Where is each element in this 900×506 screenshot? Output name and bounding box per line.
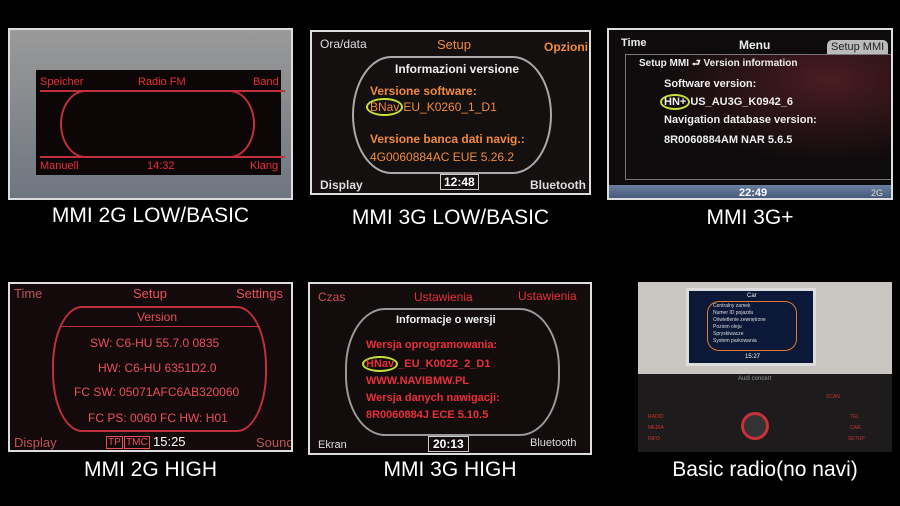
clock: 12:48 (440, 174, 479, 190)
menu-item[interactable]: Spryskiwacze (713, 331, 744, 337)
screen-title: Car (747, 293, 757, 299)
screen-title: Radio FM (138, 76, 186, 88)
media-button[interactable]: MEDIA (648, 425, 664, 431)
screen-title: Setup (437, 37, 471, 52)
panel-mmi-2g-low: Speicher Radio FM Band Manuell 14:32 Kla… (8, 28, 293, 200)
panel-mmi-3g-low: Ora/data Setup Opzioni Informazioni vers… (310, 30, 591, 195)
scan-button[interactable]: SCAN (826, 394, 840, 400)
panel-mmi-3g-plus: Time Menu Setup MMI Setup MMI ⮐ Version … (607, 28, 893, 200)
softkey-time: Time (621, 37, 647, 49)
panel-basic-radio: Car Centralny zamek Numer ID pojazdu Ośw… (638, 282, 892, 452)
control-knob[interactable] (741, 412, 769, 440)
nav-db-version: 8R0060884AM NAR 5.6.5 (664, 134, 793, 146)
softkey-bluetooth: Bluetooth (530, 178, 586, 192)
info-button[interactable]: INFO (648, 436, 660, 442)
menu-frame (707, 301, 797, 351)
setup-button[interactable]: SETUP (848, 436, 865, 442)
softkey-opzioni: Opzioni (544, 40, 588, 54)
screen-title: Setup (133, 286, 167, 301)
content-frame (625, 54, 891, 180)
divider (40, 90, 285, 92)
sw-line: SW: C6-HU 55.7.0 0835 (90, 336, 220, 350)
clock: 20:13 (428, 436, 469, 452)
softkey-display: Display (14, 435, 57, 450)
fc-sw-line: FC SW: 05071AFC6AB320060 (74, 385, 240, 399)
nav-db-label: Navigation database version: (664, 114, 817, 126)
softkey-display: Display (320, 178, 363, 192)
highlight-prefix: BNav (366, 98, 404, 116)
software-version: _EU_K0022_2_D1 (398, 358, 491, 370)
breadcrumb: Setup MMI ⮐ Version information (639, 58, 798, 69)
caption: MMI 2G LOW/BASIC (51, 204, 250, 227)
menu-item[interactable]: Oświetlenie zewnętrzne (713, 317, 766, 323)
clock: 15:25 (153, 434, 186, 449)
softkey-bluetooth: Bluetooth (530, 437, 577, 449)
softkey-czas: Czas (318, 290, 346, 304)
menu-item[interactable]: Poziom oleju (713, 324, 742, 330)
nav-db-version: 4G0060884AC EUE 5.26.2 (370, 150, 515, 164)
frame (352, 56, 552, 174)
nav-db-label: Versione banca dati navig.: (370, 132, 525, 146)
frame (52, 306, 267, 432)
caption: Basic radio(no navi) (672, 458, 858, 481)
softkey-settings: Settings (236, 286, 283, 301)
screen-title: Ustawienia (414, 290, 473, 304)
software-label: Software version: (664, 78, 757, 90)
menu-title: Menu (739, 38, 771, 52)
status-bar (609, 185, 891, 198)
softkey-time: Time (14, 286, 43, 301)
tel-button[interactable]: TEL (850, 414, 860, 420)
frame-lines (60, 90, 255, 158)
radio-button[interactable]: RADIO (648, 414, 664, 420)
softkey-ora-data: Ora/data (320, 37, 367, 51)
caption: MMI 2G HIGH (83, 458, 217, 481)
tp-badge: TP (106, 436, 123, 449)
softkey-klang: Klang (250, 160, 279, 172)
softkey-speicher: Speicher (40, 76, 84, 88)
network-status: 2G (871, 188, 884, 198)
clock: 15:27 (745, 354, 761, 360)
softkey-manuell: Manuell (40, 160, 79, 172)
software-version: EU_K0260_1_D1 (403, 100, 497, 114)
software-version: US_AU3G_K0942_6 (690, 96, 794, 108)
softkey-sound: Sound (256, 435, 293, 450)
caption: MMI 3G+ (706, 206, 794, 229)
radio-unit: Audi concert RADIO MEDIA INFO SCAN TEL C… (638, 374, 892, 452)
car-screen: Car Centralny zamek Numer ID pojazdu Ośw… (686, 288, 816, 366)
hw-line: HW: C6-HU 6351D2.0 (98, 361, 217, 375)
highlight-prefix: HNav (362, 356, 399, 372)
clock: 14:32 (147, 160, 175, 172)
caption: MMI 3G HIGH (383, 458, 517, 481)
panel-mmi-2g-high: Time Setup Settings Version SW: C6-HU 55… (8, 282, 293, 452)
caption: MMI 3G LOW/BASIC (351, 206, 550, 229)
info-title: Informacje o wersji (396, 314, 496, 326)
frame (345, 308, 560, 436)
fc-ps-line: FC PS: 0060 FC HW: H01 (88, 411, 228, 425)
brand-label: Audi concert (738, 376, 772, 382)
softkey-band: Band (253, 76, 279, 88)
panel-mmi-3g-high: Czas Ustawienia Ustawienia Informacje o … (308, 282, 592, 455)
nav-db-label: Wersja danych nawigacji: (366, 392, 500, 404)
softkey-ustawienia: Ustawienia (518, 289, 577, 303)
software-label: Versione software: (370, 84, 477, 98)
divider (60, 326, 260, 327)
car-button[interactable]: CAR (850, 425, 861, 431)
software-label: Wersja oprogramowania: (366, 339, 498, 351)
menu-item[interactable]: Centralny zamek (713, 303, 751, 309)
menu-item[interactable]: System parkowania (713, 338, 757, 344)
tmc-badge: TMC (124, 436, 150, 449)
menu-item[interactable]: Numer ID pojazdu (713, 310, 754, 316)
softkey-ekran: Ekran (318, 439, 347, 451)
clock: 22:49 (739, 187, 768, 199)
highlight-prefix: HN+ (660, 94, 691, 110)
nav-db-version: 8R0060884J ECE 5.10.5 (366, 409, 489, 421)
version-title: Version (137, 310, 178, 324)
divider (40, 156, 285, 158)
info-title: Informazioni versione (395, 62, 520, 76)
tab-setup-mmi: Setup MMI (827, 40, 889, 54)
website-line: WWW.NAVIBMW.PL (366, 375, 470, 387)
